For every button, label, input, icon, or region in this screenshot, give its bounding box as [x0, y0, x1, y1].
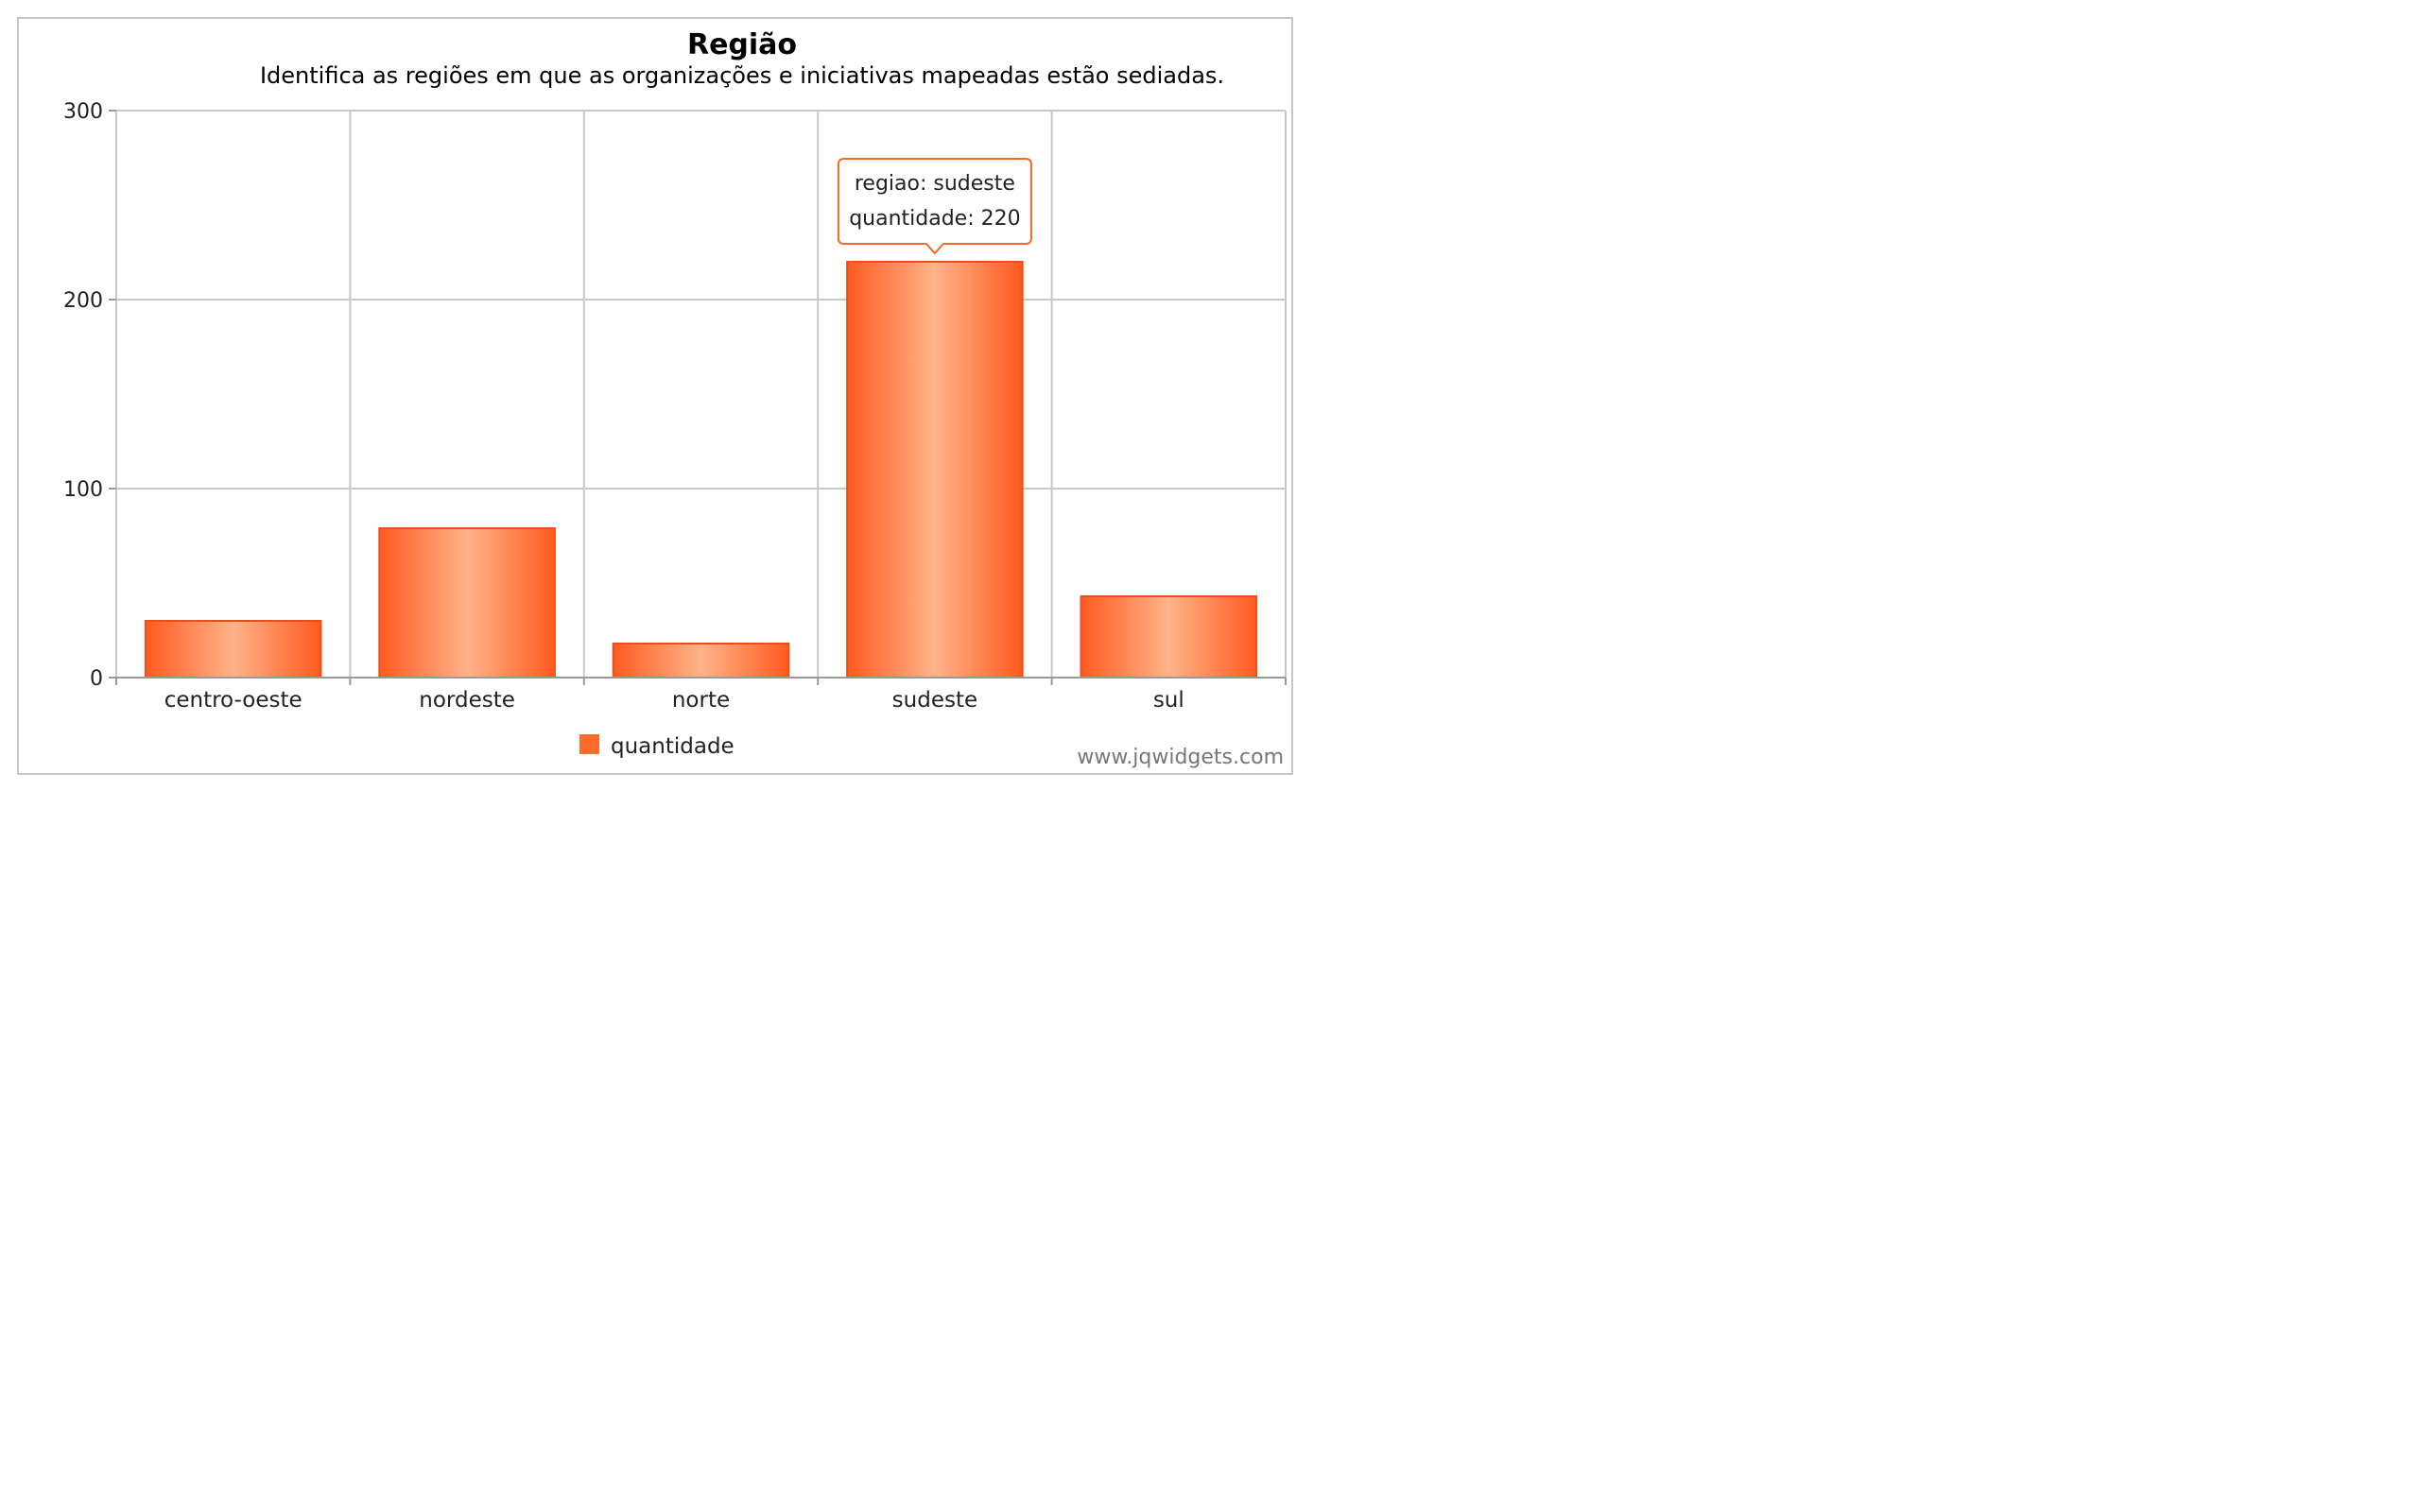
- bar-sudeste[interactable]: [846, 261, 1024, 679]
- y-tick-label-0: 0: [90, 667, 103, 691]
- legend-swatch: [579, 734, 599, 754]
- chart-title: Região: [687, 28, 797, 61]
- x-category-label-0: centro-oeste: [164, 688, 302, 713]
- y-tick-label-3: 300: [63, 100, 103, 124]
- chart-subtitle: Identifica as regiões em que as organiza…: [260, 62, 1224, 89]
- x-category-label-2: norte: [672, 688, 730, 713]
- grid-lines: [115, 110, 1287, 679]
- bar-sul[interactable]: [1080, 595, 1258, 679]
- x-category-label-1: nordeste: [419, 688, 515, 713]
- tooltip-box: [837, 158, 1032, 255]
- tooltip-line-1: regiao: sudeste: [855, 172, 1015, 196]
- axes: [109, 110, 1287, 685]
- tooltip: regiao: sudeste quantidade: 220: [837, 158, 1032, 255]
- bar-nordeste[interactable]: [378, 527, 556, 679]
- bars: [144, 261, 1258, 679]
- x-category-label-3: sudeste: [892, 688, 977, 713]
- axis-labels: 0 100 200 300 centro-oeste nordeste norte sudes…: [63, 100, 1184, 713]
- legend-label-quantidade: quantidade: [611, 734, 735, 759]
- legend[interactable]: quantidade: [579, 734, 735, 759]
- watermark[interactable]: www.jqwidgets.com: [1077, 746, 1284, 769]
- y-tick-label-1: 100: [63, 478, 103, 502]
- tooltip-line-2: quantidade: 220: [849, 207, 1020, 231]
- x-category-label-4: sul: [1153, 688, 1184, 713]
- y-tick-label-2: 200: [63, 289, 103, 313]
- bar-centro-oeste[interactable]: [144, 620, 322, 679]
- bar-norte[interactable]: [612, 643, 790, 679]
